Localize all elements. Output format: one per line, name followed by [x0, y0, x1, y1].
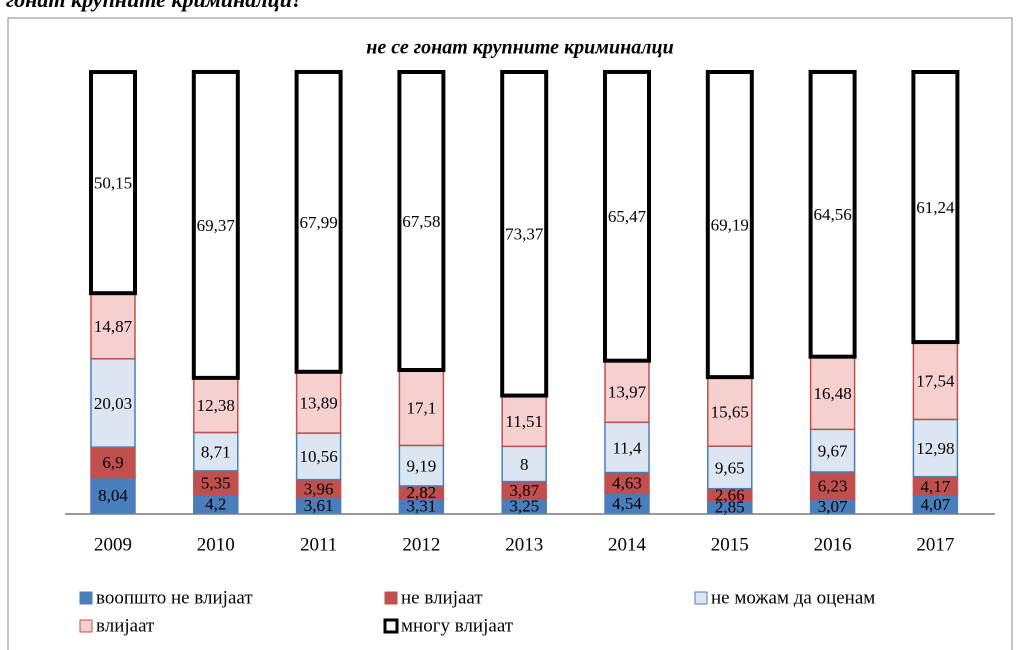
value-label: 8,04: [98, 486, 128, 505]
legend-swatch: [383, 618, 399, 634]
x-tick-label: 2015: [711, 534, 749, 555]
legend-label: воопшто не влијаат: [96, 587, 253, 608]
legend-swatch: [694, 591, 708, 605]
bar-segment: [705, 70, 754, 380]
value-label: 14,87: [94, 317, 133, 336]
value-label: 6,23: [818, 477, 848, 496]
value-label: 11,4: [612, 438, 642, 457]
bar-segment: [809, 355, 856, 431]
value-label: 3,07: [818, 497, 848, 516]
bar-segment: [90, 476, 136, 514]
value-label: 13,89: [299, 393, 337, 412]
value-label: 2,85: [715, 498, 745, 517]
value-label: 5,35: [201, 474, 231, 493]
x-tick-label: 2013: [505, 534, 543, 555]
x-tick-label: 2016: [814, 534, 852, 555]
value-label: 13,97: [608, 382, 647, 401]
bar-segment: [398, 369, 445, 447]
bar-segment: [707, 376, 753, 447]
value-label: 67,99: [299, 213, 337, 232]
value-label: 3,31: [407, 497, 437, 516]
bar-segment: [90, 446, 136, 479]
value-label: 67,58: [402, 212, 440, 231]
value-label: 11,51: [505, 412, 543, 431]
value-label: 2,82: [407, 483, 437, 502]
legend-swatch: [79, 619, 93, 633]
value-label: 73,37: [505, 225, 544, 244]
bar-segment: [809, 471, 856, 501]
legend-label: не можам да оценам: [711, 587, 875, 608]
legend-swatch: [384, 591, 398, 605]
value-label: 65,47: [608, 207, 647, 226]
bar-segment: [604, 421, 650, 474]
bar-segment: [89, 70, 137, 296]
value-label: 3,87: [509, 481, 539, 500]
x-tick-label: 2010: [197, 534, 235, 555]
value-label: 15,65: [711, 403, 749, 422]
bar-segment: [397, 70, 446, 373]
bar-segment: [294, 69, 343, 374]
value-label: 10,56: [299, 447, 337, 466]
value-label: 4,2: [205, 495, 226, 514]
page-heading: гонат крупните криминалци?: [6, 0, 303, 12]
bar-segment: [295, 432, 342, 481]
value-label: 9,19: [407, 457, 437, 476]
value-label: 4,07: [921, 495, 951, 514]
value-label: 50,15: [94, 174, 132, 193]
value-label: 12,98: [916, 439, 954, 458]
legend-swatch: [79, 591, 93, 605]
value-label: 64,56: [813, 205, 851, 224]
x-tick-label: 2012: [402, 534, 440, 555]
bar-segment: [809, 428, 856, 473]
bar-segment: [500, 70, 549, 398]
x-tick-label: 2014: [608, 534, 647, 555]
bar-segment: [912, 418, 959, 478]
value-label: 17,54: [916, 372, 955, 391]
value-label: 3,96: [304, 479, 334, 498]
value-label: 16,48: [813, 384, 851, 403]
value-label: 12,38: [197, 396, 235, 415]
value-label: 8: [520, 455, 529, 474]
bar-segment: [295, 371, 342, 434]
x-tick-label: 2011: [300, 534, 337, 555]
value-label: 69,37: [197, 216, 236, 235]
value-label: 17,1: [407, 399, 437, 418]
value-label: 61,24: [916, 198, 955, 217]
legend-label: не влијаат: [401, 587, 483, 608]
bar-segment: [501, 445, 547, 483]
legend-label: влијаат: [96, 615, 155, 636]
value-label: 69,19: [711, 215, 749, 234]
legend-label: многу влијаат: [401, 615, 514, 636]
value-label: 3,25: [509, 497, 539, 516]
bar-segment: [603, 69, 651, 363]
bar-segment: [191, 69, 240, 380]
bar-segment: [808, 69, 857, 359]
value-label: 3,61: [304, 496, 334, 515]
value-label: 6,9: [102, 453, 123, 472]
chart-title: не се гонат крупните криминалци: [366, 37, 673, 59]
value-label: 4,63: [612, 474, 642, 493]
value-label: 20,03: [94, 394, 132, 413]
value-label: 8,71: [201, 443, 231, 462]
value-label: 4,17: [921, 477, 951, 496]
value-label: 9,67: [818, 442, 848, 461]
bar-segment: [604, 359, 650, 424]
value-label: 2,66: [715, 485, 745, 504]
value-label: 9,65: [715, 458, 745, 477]
bar-segment: [911, 70, 960, 345]
x-tick-label: 2017: [916, 534, 954, 555]
x-tick-label: 2009: [94, 534, 132, 555]
bar-segment: [912, 341, 959, 421]
value-label: 4,54: [612, 494, 642, 513]
